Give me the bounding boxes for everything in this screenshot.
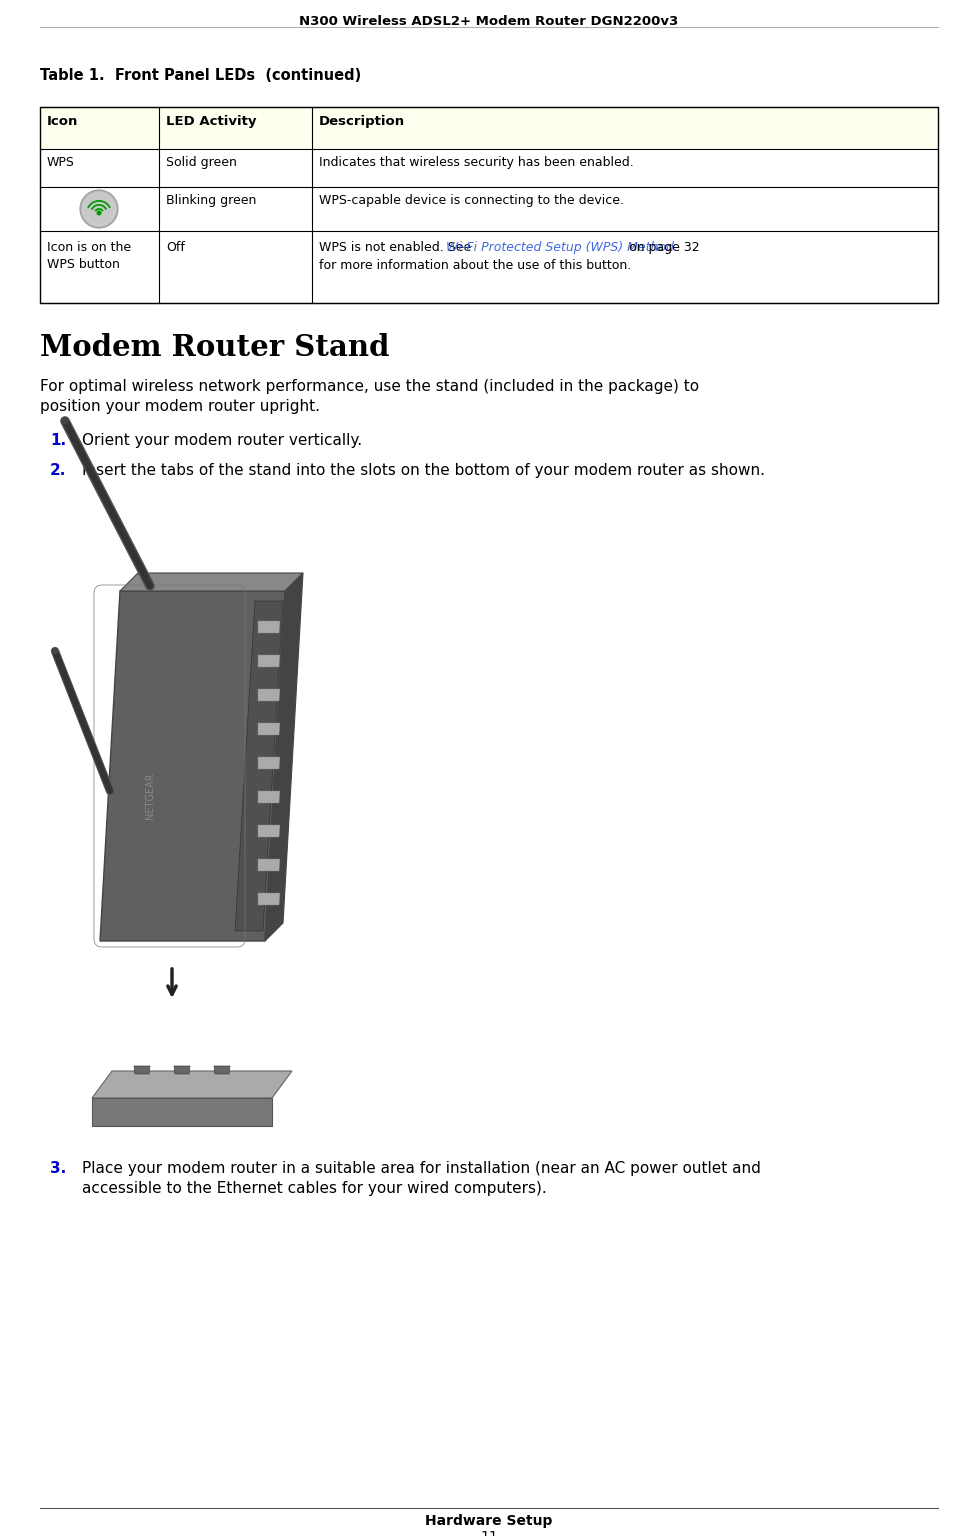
Text: Icon: Icon <box>47 115 78 127</box>
Polygon shape <box>258 621 279 633</box>
Circle shape <box>62 418 68 424</box>
Polygon shape <box>265 573 303 942</box>
Text: 3.: 3. <box>50 1161 66 1177</box>
Text: Wi-Fi Protected Setup (WPS) Method: Wi-Fi Protected Setup (WPS) Method <box>446 241 673 253</box>
Text: Off: Off <box>166 241 185 253</box>
Bar <box>40 108 937 149</box>
Text: Hardware Setup: Hardware Setup <box>425 1514 552 1528</box>
Polygon shape <box>258 892 279 905</box>
Polygon shape <box>258 791 279 803</box>
Text: WPS is not enabled. See: WPS is not enabled. See <box>319 241 475 253</box>
Polygon shape <box>100 591 284 942</box>
Text: 11: 11 <box>480 1530 497 1536</box>
Polygon shape <box>174 1066 190 1074</box>
Polygon shape <box>120 573 303 591</box>
Wedge shape <box>87 200 110 209</box>
Text: Orient your modem router vertically.: Orient your modem router vertically. <box>82 433 361 449</box>
Polygon shape <box>258 690 279 700</box>
Text: Description: Description <box>319 115 404 127</box>
Circle shape <box>84 194 114 224</box>
Text: WPS-capable device is connecting to the device.: WPS-capable device is connecting to the … <box>319 194 623 207</box>
Text: 1.: 1. <box>50 433 66 449</box>
Circle shape <box>80 190 118 227</box>
Text: Table 1.  Front Panel LEDs  (continued): Table 1. Front Panel LEDs (continued) <box>40 68 361 83</box>
Text: LED Activity: LED Activity <box>166 115 256 127</box>
Text: Indicates that wireless security has been enabled.: Indicates that wireless security has bee… <box>319 157 633 169</box>
Text: Place your modem router in a suitable area for installation (near an AC power ou: Place your modem router in a suitable ar… <box>82 1161 760 1197</box>
Wedge shape <box>95 207 104 212</box>
Polygon shape <box>92 1071 292 1098</box>
Polygon shape <box>258 723 279 736</box>
Bar <box>40 108 937 303</box>
Text: Modem Router Stand: Modem Router Stand <box>40 333 389 362</box>
Text: Insert the tabs of the stand into the slots on the bottom of your modem router a: Insert the tabs of the stand into the sl… <box>82 462 764 478</box>
Text: N300 Wireless ADSL2+ Modem Router DGN2200v3: N300 Wireless ADSL2+ Modem Router DGN220… <box>299 15 678 28</box>
Polygon shape <box>134 1066 149 1074</box>
Polygon shape <box>214 1066 230 1074</box>
Text: Blinking green: Blinking green <box>166 194 256 207</box>
Polygon shape <box>258 825 279 837</box>
Text: For optimal wireless network performance, use the stand (included in the package: For optimal wireless network performance… <box>40 379 699 415</box>
Polygon shape <box>234 601 282 931</box>
Polygon shape <box>92 1098 272 1126</box>
Text: 2.: 2. <box>50 462 66 478</box>
Text: on page 32: on page 32 <box>624 241 700 253</box>
Polygon shape <box>258 757 279 770</box>
Circle shape <box>97 210 102 215</box>
Circle shape <box>52 648 58 654</box>
Text: Solid green: Solid green <box>166 157 236 169</box>
Circle shape <box>82 192 116 226</box>
Polygon shape <box>258 859 279 871</box>
Text: NETGEAR: NETGEAR <box>145 773 154 819</box>
Polygon shape <box>258 654 279 667</box>
Text: Icon is on the
WPS button: Icon is on the WPS button <box>47 241 131 270</box>
Text: for more information about the use of this button.: for more information about the use of th… <box>319 260 630 272</box>
Text: WPS: WPS <box>47 157 75 169</box>
Wedge shape <box>91 204 107 210</box>
